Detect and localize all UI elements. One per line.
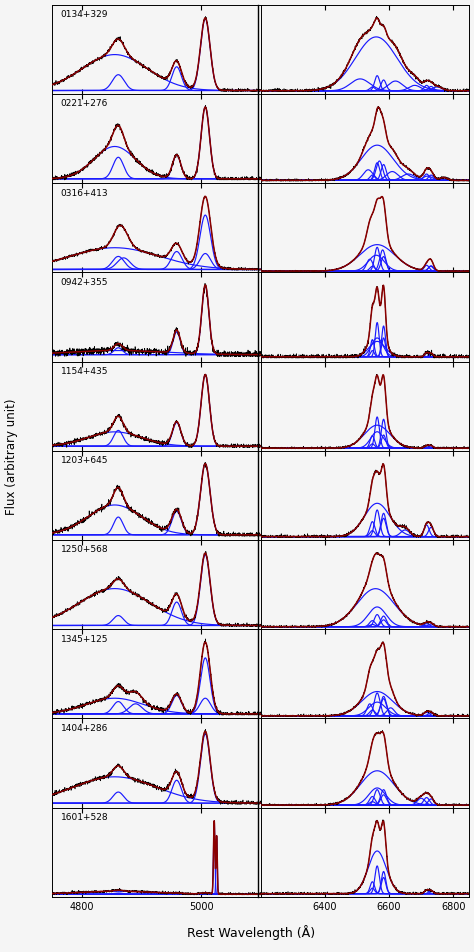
Text: 1404+286: 1404+286 <box>61 724 108 733</box>
Text: 1154+435: 1154+435 <box>61 367 108 376</box>
Text: 1203+645: 1203+645 <box>61 456 108 466</box>
Text: 0221+276: 0221+276 <box>61 99 108 109</box>
Text: 0316+413: 0316+413 <box>61 188 108 197</box>
Text: 0942+355: 0942+355 <box>61 278 108 287</box>
Text: 1345+125: 1345+125 <box>61 635 108 644</box>
Text: 1250+568: 1250+568 <box>61 545 108 554</box>
Text: 1601+528: 1601+528 <box>61 813 108 822</box>
Text: Rest Wavelength (Å): Rest Wavelength (Å) <box>187 925 315 941</box>
Text: 0134+329: 0134+329 <box>61 10 108 19</box>
Text: Flux (arbitrary unit): Flux (arbitrary unit) <box>5 399 18 515</box>
